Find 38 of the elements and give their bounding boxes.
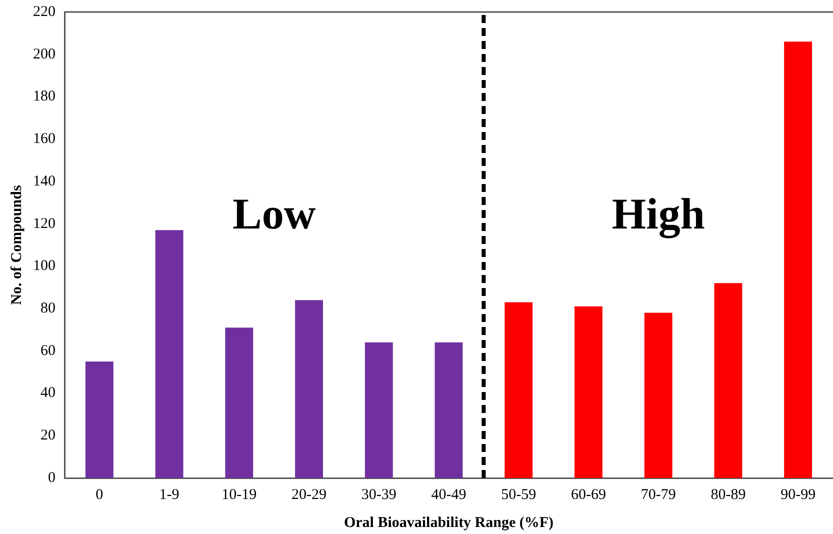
x-tick-label: 10-19 — [222, 486, 257, 503]
y-tick-label: 0 — [48, 470, 56, 486]
x-tick-label: 90-99 — [780, 486, 816, 503]
x-tick-label: 1-9 — [159, 486, 180, 503]
bar — [155, 230, 184, 478]
bar — [504, 302, 533, 478]
annotation: High — [612, 189, 705, 238]
y-tick-label: 160 — [33, 131, 56, 148]
bar — [714, 283, 742, 478]
y-tick-label: 40 — [40, 385, 56, 402]
y-tick-label: 100 — [33, 258, 56, 274]
x-tick-label: 50-59 — [501, 486, 536, 503]
y-tick-label: 80 — [40, 300, 56, 316]
y-tick-label: 120 — [33, 216, 56, 232]
x-tick-label: 60-69 — [570, 486, 606, 503]
bar — [434, 342, 463, 478]
bar — [784, 42, 812, 478]
y-axis-title: No. of Compounds — [8, 185, 25, 305]
x-axis-title: Oral Bioavailability Range (%F) — [344, 514, 554, 531]
x-tick-label: 40-49 — [431, 486, 466, 503]
x-tick-label: 70-79 — [640, 486, 676, 503]
annotation: Low — [232, 189, 316, 238]
bar — [85, 362, 114, 478]
x-tick-label: 0 — [96, 486, 104, 503]
bar — [295, 300, 323, 478]
y-tick-label: 220 — [33, 4, 56, 20]
bar — [225, 328, 254, 478]
bar — [574, 306, 602, 478]
bar — [364, 342, 393, 478]
y-tick-label: 140 — [33, 173, 56, 190]
x-tick-label: 30-39 — [361, 486, 396, 503]
y-tick-label: 20 — [40, 428, 56, 444]
bar — [644, 312, 672, 478]
x-tick-label: 20-29 — [292, 486, 327, 503]
y-tick-label: 180 — [33, 88, 56, 105]
y-tick-label: 60 — [40, 342, 56, 359]
x-tick-label: 80-89 — [710, 486, 746, 503]
y-tick-label: 200 — [33, 46, 56, 62]
